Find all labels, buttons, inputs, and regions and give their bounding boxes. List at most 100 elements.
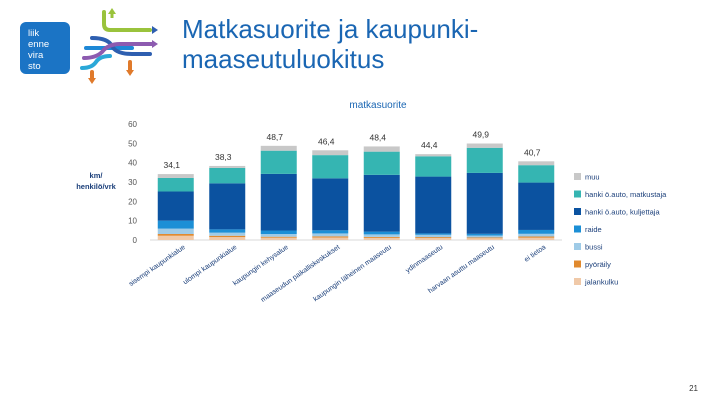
legend-label: raide bbox=[585, 225, 602, 234]
legend-swatch bbox=[574, 208, 581, 215]
bar-total-label: 49,9 bbox=[472, 130, 489, 140]
bar-segment bbox=[518, 161, 555, 166]
bar-segment bbox=[312, 236, 349, 238]
category-label: sisempi kaupunkialue bbox=[128, 244, 187, 288]
bar-segment bbox=[312, 233, 349, 237]
legend-swatch bbox=[574, 225, 581, 233]
bar-segment bbox=[363, 146, 400, 152]
bar-segment bbox=[209, 167, 246, 184]
bar-segment bbox=[260, 150, 297, 174]
bar-segment bbox=[415, 154, 452, 157]
bar-segment bbox=[312, 230, 349, 234]
bar-segment bbox=[466, 235, 503, 238]
bar-segment bbox=[209, 232, 246, 236]
y-tick-label: 50 bbox=[128, 139, 137, 148]
bar-segment bbox=[260, 145, 297, 151]
bar-segment bbox=[260, 234, 297, 237]
bar-segment bbox=[209, 235, 246, 238]
legend-label: bussi bbox=[585, 243, 603, 252]
bar-segment bbox=[312, 150, 349, 156]
bar-total-label: 46,4 bbox=[318, 136, 335, 146]
logo-line-4: sto bbox=[28, 61, 41, 72]
category-label: ei tietoa bbox=[523, 244, 547, 264]
bar-segment bbox=[157, 234, 194, 236]
legend-swatch bbox=[574, 190, 581, 198]
bar-segment bbox=[312, 237, 349, 240]
y-tick-label: 0 bbox=[133, 236, 138, 245]
bar-segment bbox=[415, 234, 452, 238]
bar-segment bbox=[518, 165, 555, 183]
logo-line-2: enne bbox=[28, 39, 49, 50]
category-label: kaupungin kehysalue bbox=[232, 244, 290, 288]
bar-segment bbox=[209, 183, 246, 230]
bar-segment bbox=[466, 147, 503, 173]
legend-label: jalankulku bbox=[584, 278, 618, 287]
bar-total-label: 34,1 bbox=[163, 160, 180, 170]
bar-segment bbox=[518, 236, 555, 238]
bar-segment bbox=[466, 143, 503, 148]
y-tick-label: 40 bbox=[128, 159, 137, 168]
y-tick-label: 60 bbox=[128, 120, 137, 129]
legend-swatch bbox=[574, 173, 581, 180]
bar-segment bbox=[157, 228, 194, 235]
legend-swatch bbox=[574, 243, 581, 250]
y-tick-label: 30 bbox=[128, 178, 137, 187]
bar-total-label: 38,3 bbox=[215, 152, 232, 162]
bar-segment bbox=[415, 233, 452, 235]
bar-segment bbox=[157, 191, 194, 221]
page-number: 21 bbox=[689, 384, 698, 393]
y-axis-label: km/ bbox=[90, 171, 104, 180]
bar-segment bbox=[466, 237, 503, 239]
bar-segment bbox=[363, 234, 400, 237]
bar-segment bbox=[518, 182, 555, 230]
bar-total-label: 48,4 bbox=[369, 132, 386, 142]
bar-segment bbox=[415, 238, 452, 240]
legend-label: muu bbox=[585, 173, 600, 182]
bar-segment bbox=[157, 220, 194, 229]
bar-segment bbox=[363, 151, 400, 175]
legend-label: hanki ö.auto, kuljettaja bbox=[585, 208, 660, 217]
bar-segment bbox=[518, 237, 555, 240]
logo-line-1: liik bbox=[28, 28, 39, 39]
bar-segment bbox=[209, 229, 246, 233]
legend-label: pyöräily bbox=[585, 260, 611, 269]
bar-segment bbox=[260, 237, 297, 240]
liikennevirasto-logo: liik enne vira sto bbox=[20, 8, 158, 84]
bar-segment bbox=[260, 173, 297, 231]
bar-segment bbox=[157, 174, 194, 178]
y-tick-label: 20 bbox=[128, 197, 137, 206]
bar-total-label: 40,7 bbox=[524, 147, 541, 157]
bar-segment bbox=[157, 177, 194, 192]
bar-segment bbox=[209, 237, 246, 240]
bar-segment bbox=[415, 156, 452, 177]
bar-segment bbox=[363, 231, 400, 235]
legend-label: hanki ö.auto, matkustaja bbox=[585, 190, 667, 199]
bar-segment bbox=[363, 237, 400, 240]
slide-title: Matkasuorite ja kaupunki-maaseutuluokitu… bbox=[182, 14, 479, 74]
bar-segment bbox=[312, 178, 349, 231]
bar-segment bbox=[466, 172, 503, 234]
y-axis-label: henkilö/vrk bbox=[76, 182, 116, 191]
chart-title: matkasuorite bbox=[349, 100, 407, 111]
legend-swatch bbox=[574, 278, 581, 285]
bar-segment bbox=[466, 233, 503, 236]
bar-segment bbox=[518, 233, 555, 237]
bar-segment bbox=[209, 165, 246, 168]
bar-total-label: 44,4 bbox=[421, 140, 438, 150]
logo-line-3: vira bbox=[28, 50, 44, 61]
y-tick-label: 10 bbox=[128, 217, 137, 226]
category-label: ydinmaaseutu bbox=[405, 244, 445, 275]
category-label: ulompi kaupunkialue bbox=[182, 244, 238, 286]
bar-segment bbox=[260, 236, 297, 238]
bar-segment bbox=[363, 236, 400, 238]
bar-total-label: 48,7 bbox=[266, 132, 283, 142]
bar-segment bbox=[415, 176, 452, 234]
bar-segment bbox=[415, 237, 452, 239]
bar-segment bbox=[363, 174, 400, 232]
bar-segment bbox=[260, 230, 297, 235]
bar-segment bbox=[466, 238, 503, 240]
bar-segment bbox=[312, 155, 349, 179]
bar-segment bbox=[518, 229, 555, 234]
legend-swatch bbox=[574, 260, 581, 268]
